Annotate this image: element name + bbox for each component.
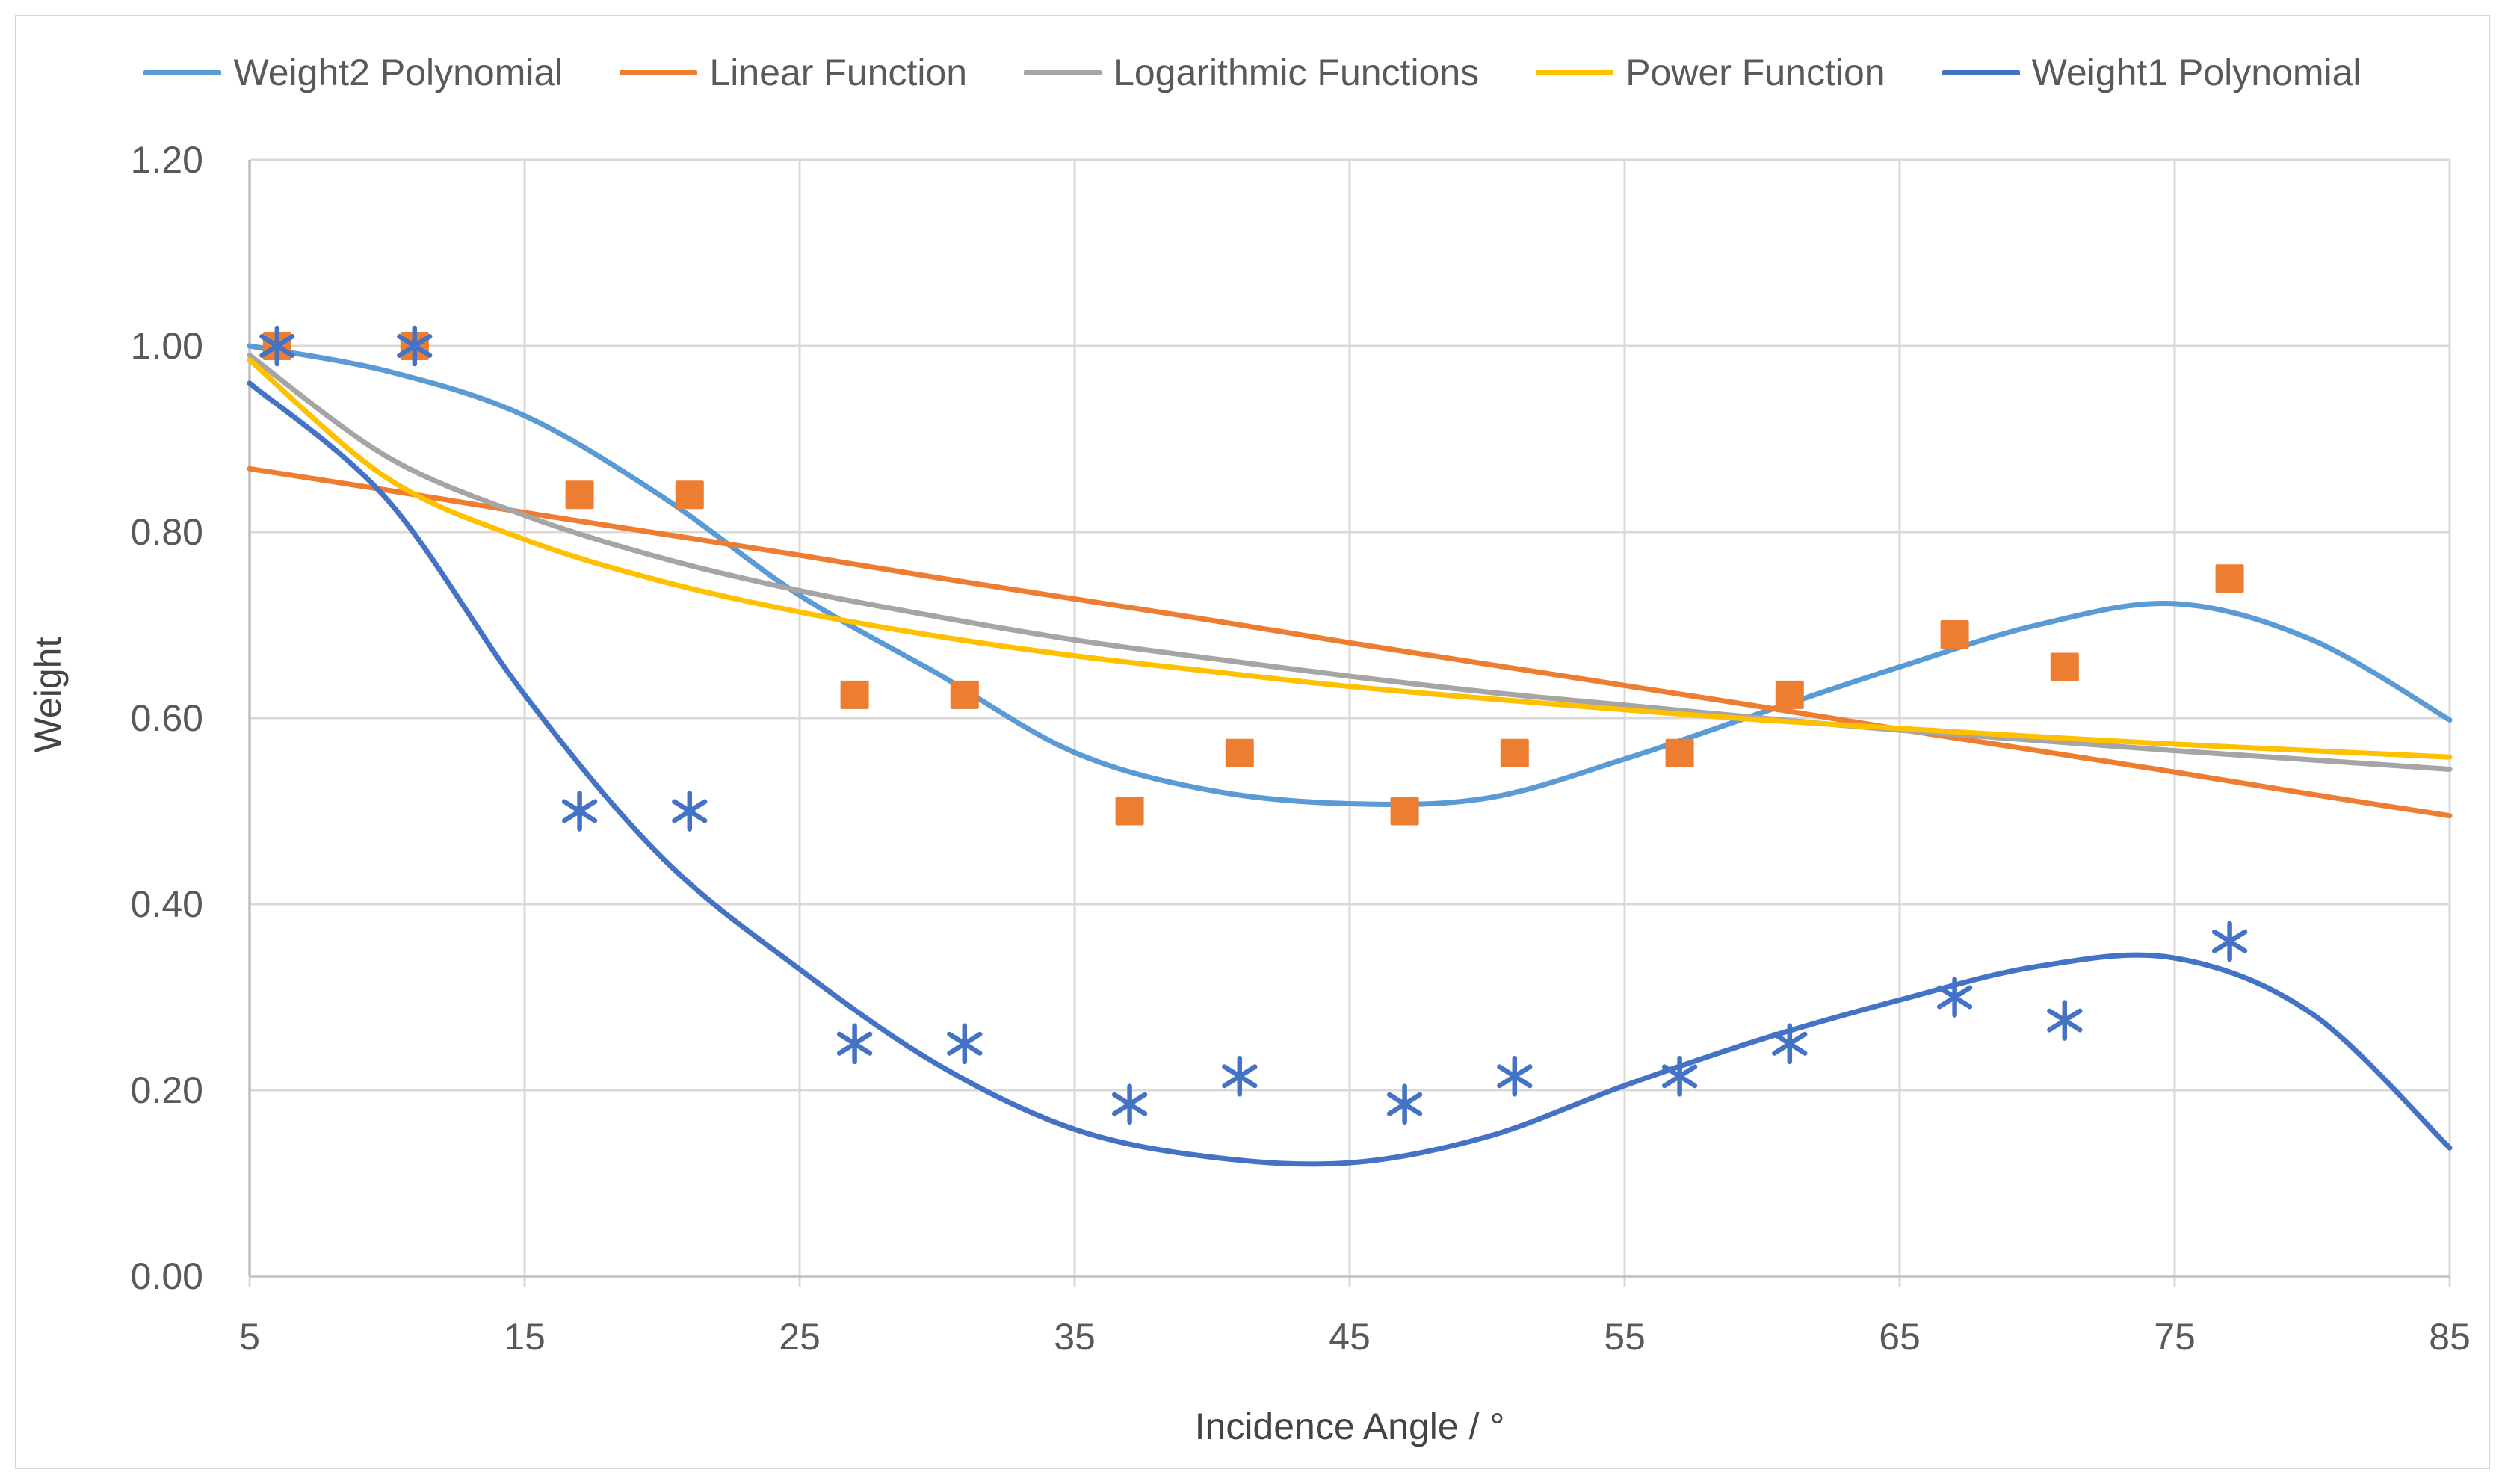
- legend-item-weight2-polynomial[interactable]: Weight2 Polynomial: [143, 51, 563, 94]
- y-axis-tick-label: 0.00: [130, 1255, 203, 1297]
- y-axis-title: Weight: [27, 637, 69, 753]
- y-axis-tick-label: 0.40: [130, 883, 203, 925]
- legend-layer: Weight2 Polynomial Linear Function Logarit…: [16, 16, 2489, 1468]
- y-axis-tick-label: 0.60: [130, 697, 203, 739]
- legend-item-linear-function[interactable]: Linear Function: [620, 51, 967, 94]
- legend-label: Logarithmic Functions: [1113, 52, 1480, 93]
- y-axis-tick-label: 1.20: [130, 139, 203, 181]
- legend-line-swatch: [1536, 69, 1614, 75]
- x-axis-tick-label: 65: [1879, 1316, 1921, 1358]
- legend-label: Weight1 Polynomial: [2031, 52, 2362, 93]
- legend-line-swatch: [1024, 69, 1102, 75]
- legend: Weight2 Polynomial Linear Function Logarit…: [16, 51, 2489, 94]
- x-axis-tick-label: 55: [1604, 1316, 1646, 1358]
- x-axis-title: Incidence Angle / °: [1194, 1406, 1505, 1447]
- legend-item-weight1-polynomial[interactable]: Weight1 Polynomial: [1942, 51, 2362, 94]
- legend-label: Linear Function: [709, 52, 968, 93]
- legend-line-swatch: [620, 69, 698, 75]
- legend-item-logarithmic-functions[interactable]: Logarithmic Functions: [1024, 51, 1479, 94]
- legend-line-swatch: [143, 69, 222, 75]
- x-axis-tick-label: 85: [2429, 1316, 2471, 1358]
- x-axis-tick-label: 25: [779, 1316, 821, 1358]
- x-axis-tick-label: 35: [1054, 1316, 1096, 1358]
- y-axis-tick-label: 0.20: [130, 1069, 203, 1111]
- x-axis-tick-label: 5: [239, 1316, 260, 1358]
- legend-label: Power Function: [1625, 52, 1885, 93]
- x-axis-tick-label: 75: [2154, 1316, 2196, 1358]
- y-axis-tick-label: 0.80: [130, 511, 203, 553]
- legend-line-swatch: [1942, 69, 2020, 75]
- x-axis-tick-label: 45: [1329, 1316, 1371, 1358]
- x-axis-tick-label: 15: [504, 1316, 546, 1358]
- chart-card: Weight2 Polynomial Linear Function Logarit…: [15, 15, 2490, 1469]
- legend-item-power-function[interactable]: Power Function: [1536, 51, 1885, 94]
- legend-label: Weight2 Polynomial: [233, 52, 563, 93]
- y-axis-tick-label: 1.00: [130, 325, 203, 367]
- tick-layer: Incidence Angle / ° Weight 5 15 25 35 45 55 65…: [16, 16, 2489, 1468]
